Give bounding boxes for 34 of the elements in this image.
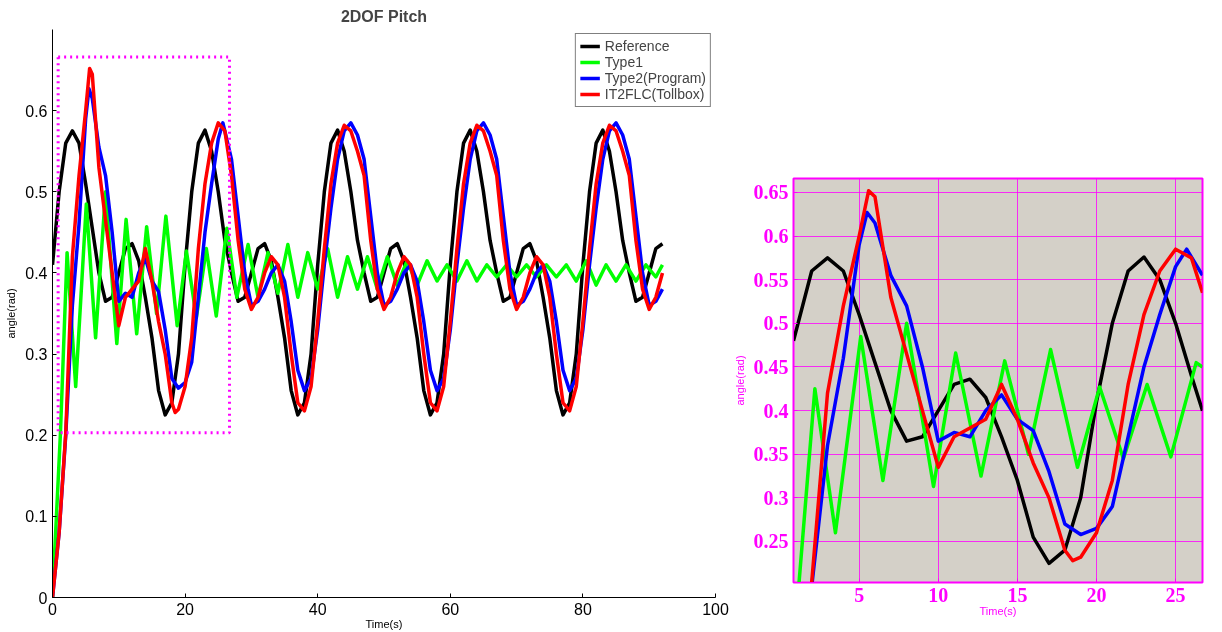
x-tick-label: 40	[308, 600, 327, 618]
x-axis-title: Time(s)	[365, 617, 403, 630]
y-tick-label: 0.2	[25, 427, 48, 445]
legend-label: IT2FLC(Tollbox)	[604, 86, 705, 102]
y-axis-title: angle(rad)	[5, 288, 18, 339]
y-tick-label: 0.65	[753, 181, 789, 204]
x-axis-title: Time(s)	[979, 604, 1017, 617]
y-tick-label: 0.1	[25, 508, 48, 526]
y-tick-label: 0.4	[25, 264, 48, 282]
y-tick-label: 0.5	[25, 183, 48, 201]
y-tick-label: 0.25	[753, 530, 789, 553]
legend-label: Reference	[604, 38, 670, 54]
y-tick-label: 0.3	[25, 346, 48, 364]
y-tick-label: 0.5	[763, 312, 789, 335]
x-tick-label: 10	[928, 583, 949, 606]
x-tick-label: 15	[1007, 583, 1028, 606]
x-tick-label: 60	[441, 600, 460, 618]
y-axis-title: angle(rad)	[733, 355, 746, 406]
y-tick-label: 0.6	[763, 225, 789, 248]
x-tick-label: 100	[702, 600, 729, 618]
y-tick-label: 0.35	[753, 443, 789, 466]
legend-label: Type2(Program)	[604, 70, 706, 86]
x-tick-label: 80	[574, 600, 592, 618]
legend-label: Type1	[604, 54, 643, 70]
x-tick-label: 20	[1086, 583, 1107, 606]
chart-title: 2DOF Pitch	[340, 7, 428, 25]
y-tick-label: 0.3	[763, 486, 789, 509]
x-tick-label: 20	[176, 600, 195, 618]
y-tick-label: 0.6	[25, 102, 48, 120]
y-tick-label: 0.4	[763, 399, 789, 422]
y-tick-label: 0.45	[753, 355, 789, 378]
x-tick-label: 5	[854, 583, 865, 606]
x-tick-label: 25	[1165, 583, 1186, 606]
y-tick-label: 0.55	[753, 268, 789, 291]
